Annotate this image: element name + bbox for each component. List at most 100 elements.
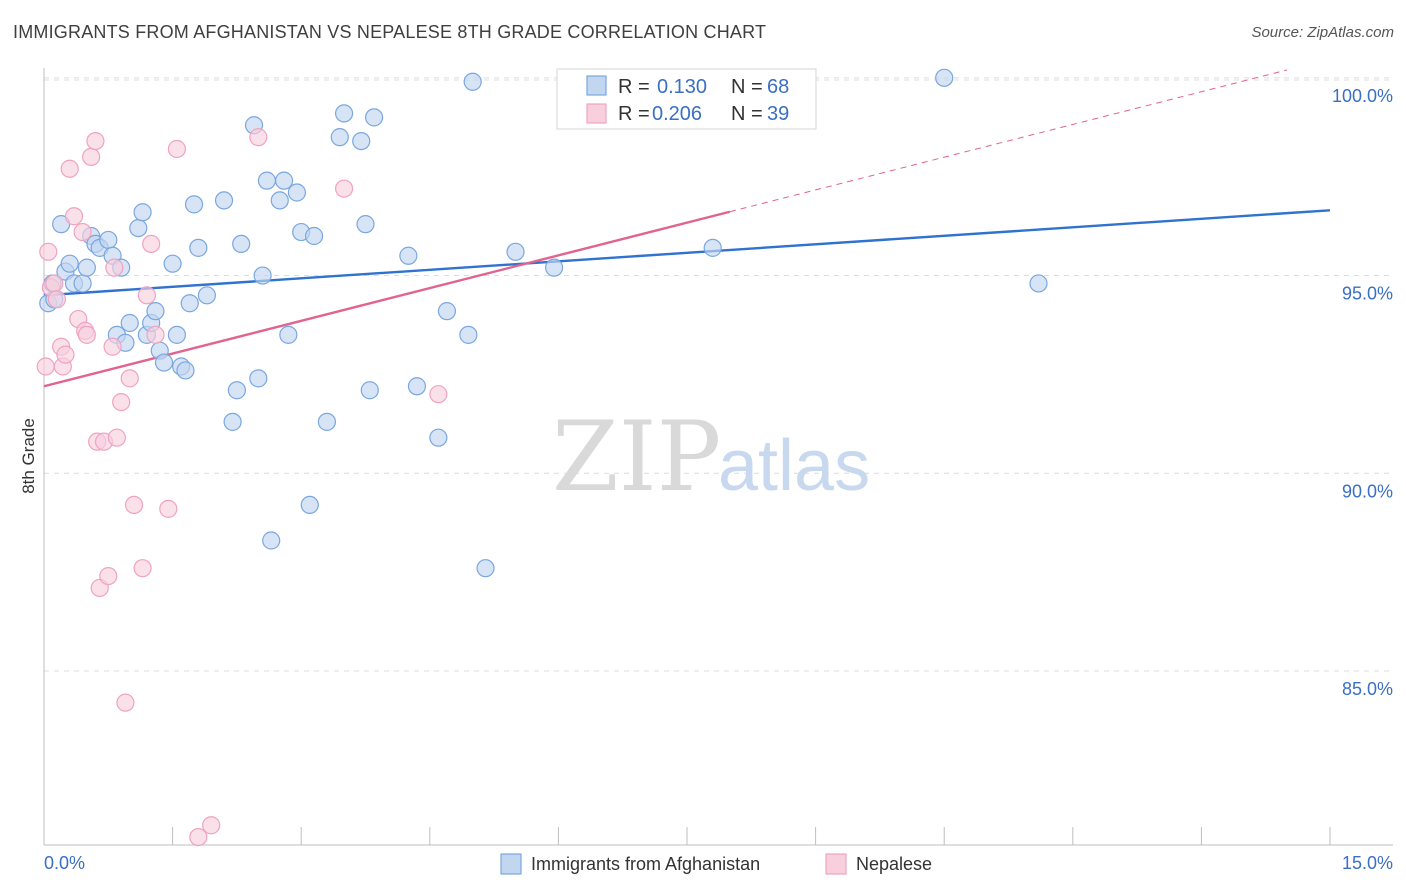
point-nepalese — [103, 337, 122, 356]
point-afghanistan — [437, 302, 457, 321]
point-afghanistan — [249, 369, 268, 388]
chart-title: IMMIGRANTS FROM AFGHANISTAN VS NEPALESE … — [13, 22, 767, 42]
point-afghanistan — [360, 381, 379, 400]
point-afghanistan — [330, 128, 349, 147]
legend-n-label-2: N = — [731, 103, 763, 125]
point-nepalese — [73, 222, 92, 242]
point-nepalese — [60, 159, 79, 178]
y-tick-label: 100.0% — [1332, 86, 1393, 106]
point-afghanistan — [163, 254, 182, 273]
watermark-zip: ZIP — [552, 401, 721, 513]
point-afghanistan — [399, 246, 418, 265]
y-tick-label: 85.0% — [1342, 679, 1393, 699]
point-nepalese — [189, 827, 208, 847]
watermark-atlas: atlas — [718, 426, 870, 506]
legend-r-value-2: 0.206 — [652, 103, 702, 125]
point-nepalese — [112, 392, 131, 412]
point-afghanistan — [270, 191, 289, 210]
point-afghanistan — [154, 353, 174, 372]
point-afghanistan — [214, 191, 234, 210]
trend-line-nepalese-dashed — [729, 69, 1288, 213]
point-nepalese — [64, 207, 84, 226]
point-nepalese — [249, 128, 268, 147]
point-afghanistan — [935, 68, 954, 87]
y-tick-label: 95.0% — [1342, 284, 1393, 304]
point-nepalese — [56, 345, 75, 364]
point-afghanistan — [352, 131, 371, 151]
point-afghanistan — [167, 325, 186, 344]
legend-n-value-2: 39 — [767, 103, 789, 125]
gridlines — [44, 77, 1393, 672]
series-legend-label-afghanistan: Immigrants from Afghanistan — [531, 854, 760, 874]
series-legend-swatch-nepalese — [825, 853, 847, 875]
point-nepalese — [86, 131, 105, 151]
stats-legend: R = 0.130 N = 68 R = 0.206 N = 39 — [556, 68, 817, 130]
series-legend-swatch-afghanistan — [500, 853, 522, 875]
legend-swatch-afghanistan — [586, 75, 607, 96]
point-afghanistan — [317, 412, 337, 431]
y-tick-label: 90.0% — [1342, 481, 1393, 501]
point-afghanistan — [463, 72, 482, 91]
point-afghanistan — [180, 294, 199, 313]
point-nepalese — [47, 290, 66, 309]
point-afghanistan — [129, 218, 148, 238]
point-afghanistan — [545, 258, 564, 277]
point-afghanistan — [253, 266, 272, 285]
point-afghanistan — [189, 238, 208, 257]
watermark: ZIP atlas — [552, 401, 870, 513]
x-tick-label-max: 15.0% — [1342, 853, 1393, 873]
point-afghanistan — [262, 531, 281, 550]
point-nepalese — [159, 499, 178, 518]
point-afghanistan — [73, 274, 92, 293]
point-afghanistan — [407, 377, 427, 396]
point-nepalese — [45, 274, 64, 293]
series-legend-label-nepalese: Nepalese — [856, 854, 932, 874]
point-nepalese — [137, 286, 156, 305]
point-afghanistan — [334, 104, 354, 123]
point-afghanistan — [257, 171, 277, 190]
y-axis-title: 8th Grade — [19, 418, 38, 494]
point-afghanistan — [133, 203, 152, 222]
point-afghanistan — [703, 238, 722, 257]
point-nepalese — [202, 816, 221, 835]
point-afghanistan — [232, 234, 251, 254]
data-points — [36, 68, 1048, 847]
point-afghanistan — [223, 412, 242, 431]
point-afghanistan — [197, 286, 216, 305]
point-nepalese — [120, 369, 139, 388]
point-afghanistan — [176, 361, 195, 380]
legend-n-value-1: 68 — [767, 76, 789, 98]
point-afghanistan — [120, 313, 139, 333]
source-label: Source: ZipAtlas.com — [1251, 24, 1394, 41]
point-afghanistan — [459, 325, 478, 344]
legend-r-value-1: 0.130 — [657, 76, 707, 98]
point-nepalese — [142, 234, 161, 254]
point-afghanistan — [429, 428, 448, 447]
point-nepalese — [107, 428, 126, 447]
point-afghanistan — [274, 171, 294, 190]
legend-r-label-1: R = — [618, 76, 650, 98]
point-afghanistan — [300, 495, 319, 515]
point-nepalese — [167, 139, 186, 159]
point-afghanistan — [506, 242, 525, 261]
point-afghanistan — [304, 226, 324, 246]
point-afghanistan — [364, 108, 384, 127]
point-nepalese — [146, 325, 165, 344]
point-nepalese — [105, 258, 124, 277]
point-afghanistan — [1029, 274, 1048, 293]
point-nepalese — [133, 559, 152, 578]
point-nepalese — [334, 179, 354, 198]
axes — [43, 68, 1393, 846]
point-nepalese — [77, 325, 96, 344]
legend-n-label-1: N = — [731, 76, 763, 98]
point-afghanistan — [356, 215, 375, 234]
point-afghanistan — [99, 230, 118, 250]
series-legend: Immigrants from Afghanistan Nepalese — [500, 853, 932, 875]
point-afghanistan — [279, 325, 298, 344]
point-nepalese — [99, 566, 118, 586]
point-afghanistan — [60, 254, 79, 273]
point-nepalese — [429, 385, 448, 404]
y-tick-labels: 100.0% 95.0% 90.0% 85.0% — [1332, 86, 1393, 699]
x-tick-label-min: 0.0% — [44, 853, 85, 873]
